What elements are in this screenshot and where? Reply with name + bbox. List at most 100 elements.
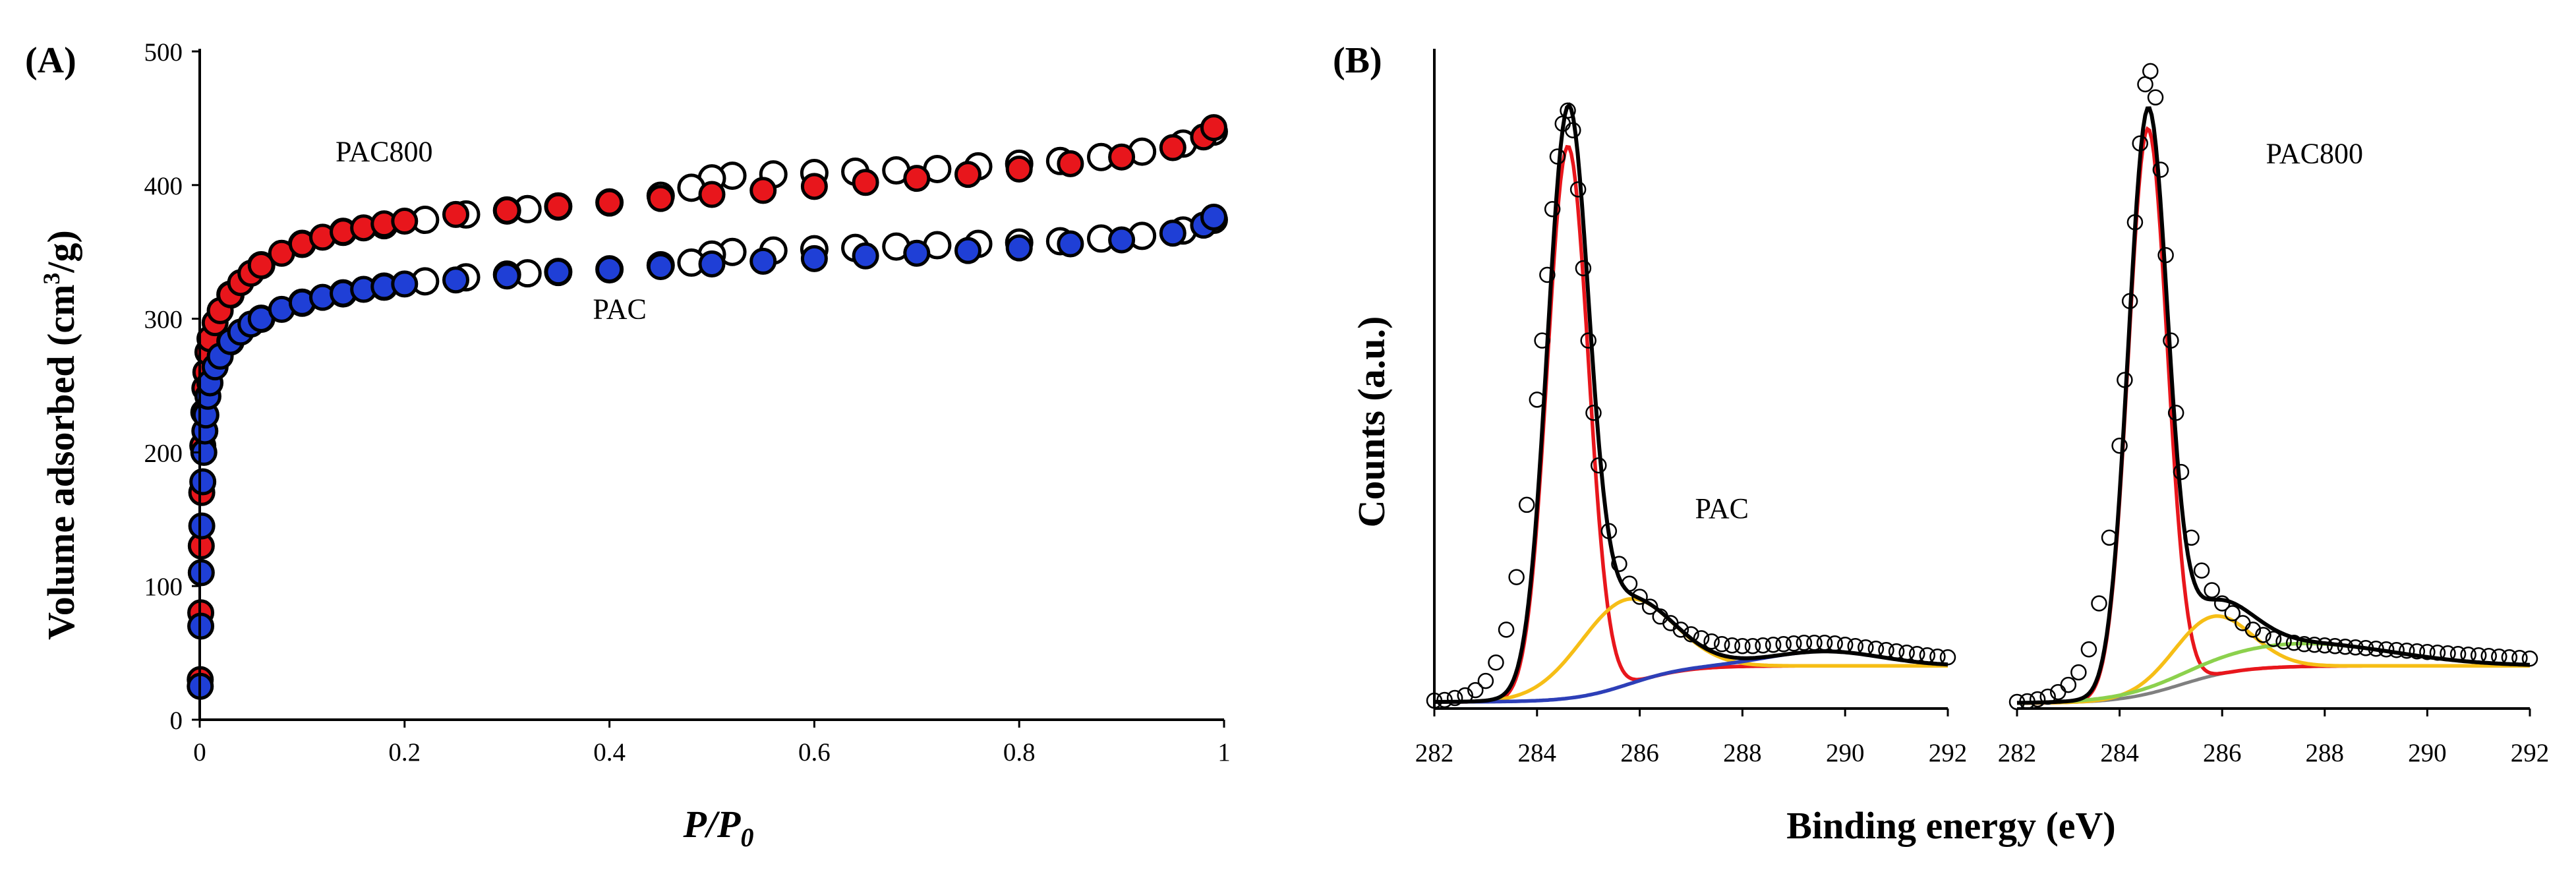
y-tick-label: 200 — [144, 439, 183, 467]
data-point — [1585, 405, 1602, 421]
data-point — [1467, 682, 1484, 699]
y-tick-label: 400 — [144, 172, 183, 200]
series-pac — [187, 203, 1228, 700]
data-point — [1539, 266, 1556, 283]
adsorption-point — [749, 247, 777, 275]
data-point — [2029, 691, 2046, 708]
data-point — [1560, 102, 1576, 119]
data-point — [2511, 649, 2528, 666]
data-point — [2501, 649, 2518, 666]
adsorption-point — [544, 258, 572, 286]
data-point — [1544, 201, 1561, 218]
annotation-pac800-isotherm: PAC800 — [336, 135, 433, 167]
adsorption-point — [493, 262, 521, 290]
data-point — [1929, 648, 1946, 665]
adsorption-point — [698, 250, 726, 277]
adsorption-point — [1057, 150, 1084, 177]
x-tick-label: 288 — [1723, 739, 1762, 767]
data-point — [2419, 644, 2436, 660]
data-point — [2296, 636, 2312, 652]
data-point — [1498, 622, 1515, 638]
fit-envelope — [2017, 106, 2531, 705]
adsorption-point — [493, 196, 521, 224]
x-tick-label: 290 — [1826, 739, 1865, 767]
data-point — [2409, 643, 2426, 660]
data-point — [1898, 645, 1915, 661]
panel-a: (A) 0 100 200 300 400 500 0 0.2 0.4 0.6 0.8 1 Volum… — [25, 38, 1231, 852]
data-point — [1836, 637, 1854, 653]
adsorption-point — [247, 251, 275, 279]
data-point — [2163, 332, 2179, 349]
annotation-pac-spectrum: PAC — [1695, 492, 1749, 525]
data-point — [1457, 687, 1473, 704]
panel-a-y-axis-title: Volume adsorbed (cm3/g) — [38, 230, 82, 640]
data-point — [2060, 676, 2077, 693]
adsorption-point — [596, 188, 624, 216]
data-point — [1827, 635, 1843, 652]
data-point — [1600, 523, 1618, 540]
data-point — [2460, 646, 2476, 663]
data-point — [1569, 181, 1587, 198]
data-point — [2132, 135, 2148, 152]
y-tick-label: 0 — [170, 707, 183, 735]
data-point — [1580, 332, 1596, 349]
data-point — [2224, 605, 2241, 622]
data-point — [1621, 575, 1638, 592]
data-point — [2327, 638, 2343, 654]
adsorption-point — [544, 192, 572, 220]
adsorption-point — [647, 185, 674, 212]
data-point — [2117, 372, 2133, 388]
data-point — [1488, 654, 1504, 671]
adsorption-point — [1108, 226, 1136, 254]
data-point — [1446, 689, 1463, 707]
adsorption-point — [1159, 219, 1186, 247]
x-tick-label: 0 — [193, 738, 206, 767]
data-point — [2378, 641, 2395, 658]
component-peak — [1434, 649, 1948, 704]
data-point — [2265, 631, 2282, 647]
data-point — [2285, 635, 2302, 651]
data-point — [1744, 638, 1761, 654]
panel-b-label: (B) — [1333, 40, 1382, 81]
adsorption-point — [749, 177, 777, 204]
data-point — [1939, 649, 1956, 666]
data-point — [2316, 637, 2333, 654]
data-point — [2255, 627, 2271, 643]
data-point — [2449, 645, 2467, 662]
data-point — [2429, 645, 2446, 661]
data-point — [1693, 630, 1710, 647]
adsorption-point — [1200, 114, 1227, 142]
adsorption-point — [189, 468, 217, 496]
x-tick-label: 284 — [1518, 739, 1557, 767]
adsorption-point — [391, 270, 419, 298]
data-point — [2193, 562, 2210, 579]
adsorption-point — [442, 200, 469, 228]
data-point — [2213, 595, 2231, 612]
adsorption-point — [1005, 155, 1033, 183]
x-tick-label: 0.8 — [1003, 738, 1036, 767]
data-point — [2152, 161, 2169, 178]
data-point — [1575, 260, 1592, 277]
data-point — [2167, 405, 2184, 421]
data-point — [1847, 638, 1864, 654]
data-point — [1724, 637, 1741, 654]
x-tick-label: 288 — [2306, 739, 2345, 767]
adsorption-point — [391, 208, 419, 235]
data-point — [2399, 643, 2415, 659]
x-tick-label: 282 — [1415, 739, 1454, 767]
adsorption-point — [800, 173, 828, 200]
data-point — [1518, 496, 1535, 513]
adsorption-point — [442, 266, 469, 294]
adsorption-point — [1159, 134, 1186, 161]
adsorption-point — [903, 165, 931, 192]
data-point — [2491, 648, 2507, 665]
component-peak — [2016, 126, 2530, 705]
data-point — [2275, 633, 2292, 650]
spectrum-pac — [1426, 102, 1956, 709]
x-tick-label: 286 — [2203, 739, 2242, 767]
data-point — [1529, 392, 1546, 408]
data-point — [2368, 641, 2384, 657]
y-tick-label: 100 — [144, 573, 183, 601]
data-point — [1508, 569, 1525, 585]
